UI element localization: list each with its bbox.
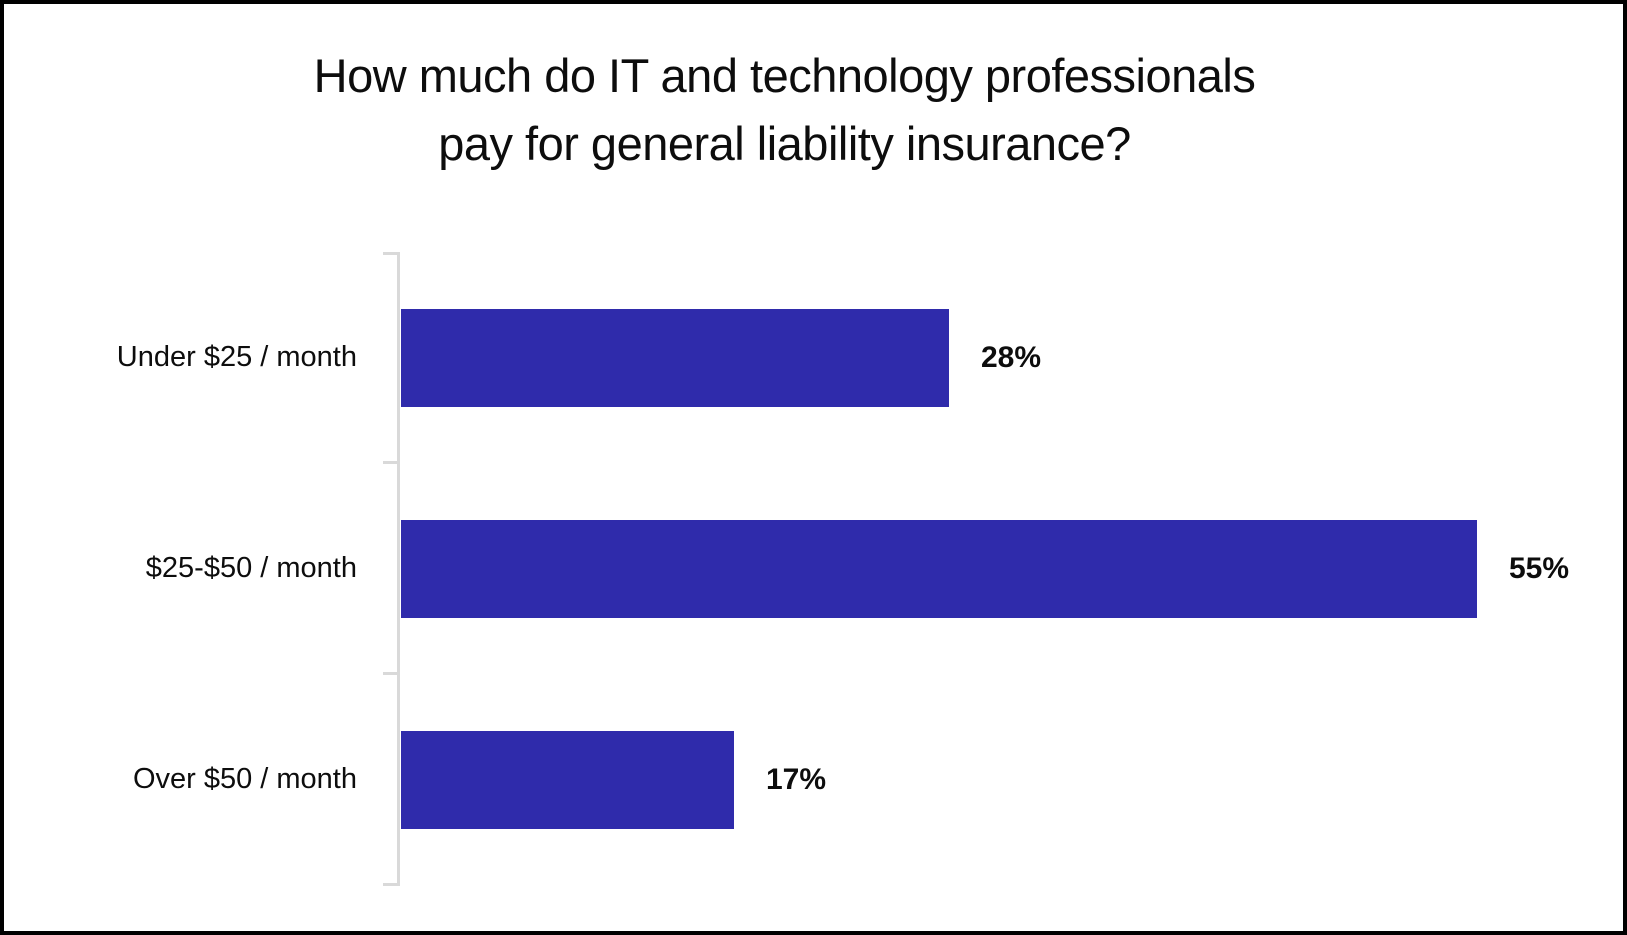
value-label: 17% — [766, 762, 827, 796]
axis-tick — [383, 883, 397, 886]
plot-area: Under $25 / month 28% $25-$50 / month 55… — [4, 252, 1623, 886]
category-label: $25-$50 / month — [145, 552, 357, 584]
bar-row-over-50: Over $50 / month 17% — [4, 674, 1623, 885]
axis-tick — [383, 461, 397, 464]
chart-title-line-1: How much do IT and technology profession… — [313, 49, 1256, 102]
value-label: 55% — [1509, 551, 1570, 585]
bar-row-25-50: $25-$50 / month 55% — [4, 463, 1623, 674]
axis-tick — [383, 252, 397, 255]
axis-tick — [383, 672, 397, 675]
category-axis-line — [397, 252, 400, 886]
chart-title: How much do IT and technology profession… — [4, 42, 1623, 177]
bar-under-25 — [401, 308, 949, 407]
chart-title-line-2: pay for general liability insurance? — [438, 116, 1131, 170]
category-label: Under $25 / month — [116, 341, 357, 373]
bar-25-50 — [401, 519, 1477, 618]
category-label: Over $50 / month — [132, 763, 357, 795]
bar-over-50 — [401, 730, 734, 829]
value-label: 28% — [981, 340, 1042, 374]
bar-row-under-25: Under $25 / month 28% — [4, 252, 1623, 463]
